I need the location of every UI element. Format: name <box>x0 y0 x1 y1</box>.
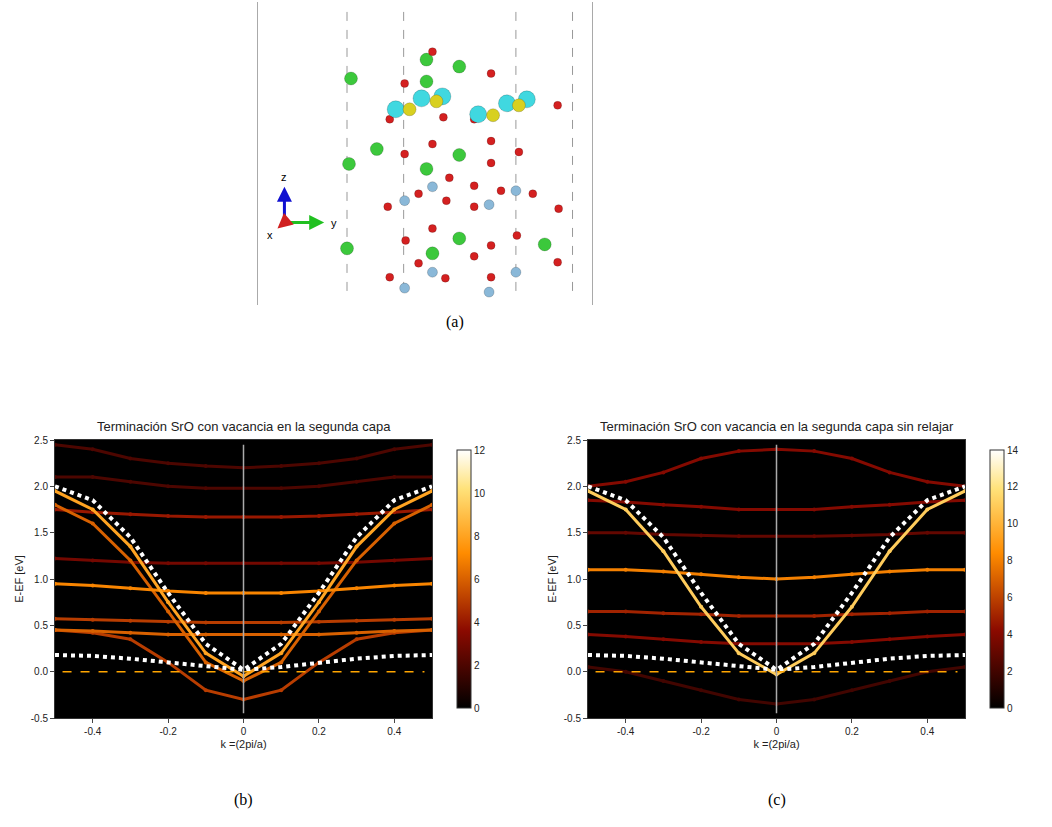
svg-text:6: 6 <box>474 574 480 585</box>
svg-text:10: 10 <box>474 488 486 499</box>
svg-text:0.0: 0.0 <box>34 666 48 677</box>
svg-text:-0.4: -0.4 <box>84 726 102 737</box>
svg-text:1.0: 1.0 <box>34 574 48 585</box>
svg-text:8: 8 <box>1007 555 1013 566</box>
svg-text:12: 12 <box>1007 481 1019 492</box>
svg-text:-0.2: -0.2 <box>159 726 177 737</box>
svg-text:6: 6 <box>1007 592 1013 603</box>
svg-text:1.5: 1.5 <box>567 527 581 538</box>
svg-text:z: z <box>281 171 287 183</box>
svg-text:(a): (a) <box>446 313 464 331</box>
svg-text:(c): (c) <box>768 791 786 809</box>
svg-text:2.0: 2.0 <box>34 481 48 492</box>
svg-text:(b): (b) <box>234 791 253 809</box>
svg-text:Terminación SrO con vacancia e: Terminación SrO con vacancia en la segun… <box>600 419 954 434</box>
svg-text:0: 0 <box>774 726 780 737</box>
svg-text:1.0: 1.0 <box>567 574 581 585</box>
svg-text:-0.5: -0.5 <box>564 713 582 724</box>
svg-text:0: 0 <box>1007 703 1013 714</box>
svg-text:10: 10 <box>1007 518 1019 529</box>
svg-text:y: y <box>331 217 337 229</box>
svg-text:-0.5: -0.5 <box>31 713 49 724</box>
svg-text:2.5: 2.5 <box>34 435 48 446</box>
svg-text:4: 4 <box>474 617 480 628</box>
svg-text:14: 14 <box>1007 445 1019 456</box>
svg-text:E-EF [eV]: E-EF [eV] <box>546 555 558 603</box>
svg-text:2.0: 2.0 <box>567 481 581 492</box>
svg-text:4: 4 <box>1007 629 1013 640</box>
svg-text:1.5: 1.5 <box>34 527 48 538</box>
svg-text:k =(2pi/a): k =(2pi/a) <box>753 738 799 750</box>
svg-text:x: x <box>267 229 273 241</box>
svg-text:0.4: 0.4 <box>920 726 934 737</box>
svg-text:k =(2pi/a): k =(2pi/a) <box>220 738 266 750</box>
svg-text:2: 2 <box>1007 666 1013 677</box>
svg-text:0: 0 <box>241 726 247 737</box>
svg-text:0.0: 0.0 <box>567 666 581 677</box>
svg-text:0.5: 0.5 <box>567 620 581 631</box>
svg-text:-0.2: -0.2 <box>692 726 710 737</box>
svg-text:0.5: 0.5 <box>34 620 48 631</box>
svg-text:Terminación SrO con vacancia e: Terminación SrO con vacancia en la segun… <box>97 419 391 434</box>
svg-text:12: 12 <box>474 445 486 456</box>
svg-text:2.5: 2.5 <box>567 435 581 446</box>
svg-text:0.2: 0.2 <box>845 726 859 737</box>
svg-text:0: 0 <box>474 703 480 714</box>
svg-text:-0.4: -0.4 <box>617 726 635 737</box>
svg-text:0.2: 0.2 <box>312 726 326 737</box>
svg-text:2: 2 <box>474 660 480 671</box>
svg-text:8: 8 <box>474 531 480 542</box>
svg-text:0.4: 0.4 <box>387 726 401 737</box>
svg-text:E-EF [eV]: E-EF [eV] <box>13 555 25 603</box>
